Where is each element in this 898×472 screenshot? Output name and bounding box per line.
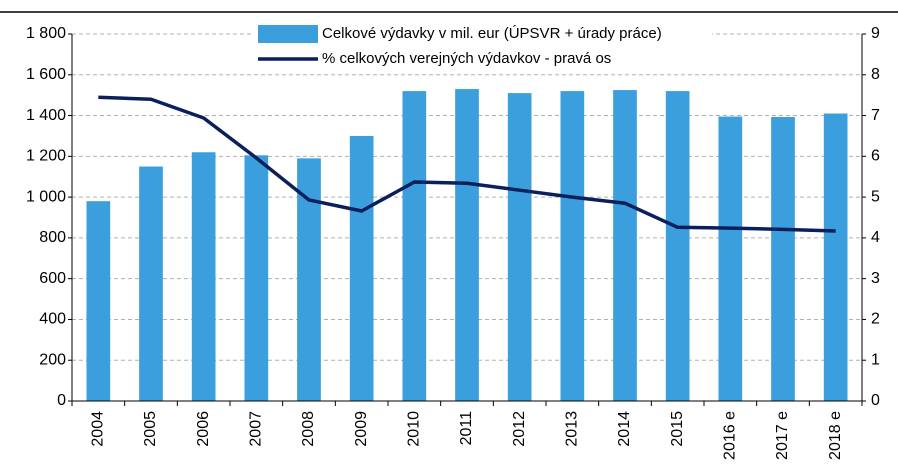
legend-bg (252, 47, 712, 71)
bar (402, 91, 427, 401)
legend-label: Celkové výdavky v mil. eur (ÚPSVR + úrad… (322, 25, 662, 42)
x-tick-label: 2014 (616, 411, 633, 447)
y2-tick-label: 8 (871, 66, 880, 83)
y-tick-label: 600 (39, 270, 66, 287)
x-tick-label: 2018 e (827, 411, 844, 460)
bar (771, 116, 795, 401)
y2-tick-label: 9 (871, 25, 880, 42)
legend-bg (252, 22, 712, 46)
y2-tick-label: 6 (871, 148, 880, 165)
bar (191, 152, 216, 401)
bar (244, 155, 269, 401)
y-tick-label: 0 (57, 392, 66, 409)
bar (349, 135, 374, 401)
y2-tick-label: 2 (871, 311, 880, 328)
x-tick-label: 2013 (564, 411, 581, 447)
x-tick-label: 2017 e (774, 411, 791, 460)
y-tick-label: 400 (39, 311, 66, 328)
bar (718, 116, 743, 401)
bar (665, 91, 690, 401)
legend-swatch (258, 25, 318, 43)
bar (297, 158, 321, 401)
y2-tick-label: 0 (871, 392, 880, 409)
x-tick-label: 2007 (248, 411, 265, 447)
y2-tick-label: 4 (871, 229, 880, 246)
x-tick-label: 2011 (458, 411, 475, 446)
x-tick-label: 2008 (300, 411, 317, 447)
x-tick-label: 2016 e (722, 411, 739, 460)
y-tick-label: 1 400 (26, 107, 66, 124)
legend-label: % celkových verejných výdavkov - pravá o… (322, 50, 611, 67)
bar (139, 166, 163, 401)
x-tick-label: 2009 (353, 411, 370, 447)
y-tick-label: 200 (39, 351, 66, 368)
y2-tick-label: 5 (871, 188, 880, 205)
bar (455, 89, 479, 402)
y-tick-label: 1 600 (26, 66, 66, 83)
x-tick-label: 2005 (142, 411, 159, 447)
x-tick-label: 2004 (90, 411, 107, 447)
bar (507, 93, 532, 401)
x-tick-label: 2006 (195, 411, 212, 447)
y2-tick-label: 1 (871, 351, 880, 368)
line-series (98, 95, 836, 233)
y2-tick-label: 7 (871, 107, 880, 124)
y-tick-label: 1 000 (26, 188, 66, 205)
bar (823, 113, 848, 402)
x-tick-label: 2010 (406, 411, 423, 447)
y-tick-label: 1 200 (26, 148, 66, 165)
x-tick-label: 2015 (669, 411, 686, 447)
bar (86, 201, 111, 401)
y-tick-label: 1 800 (26, 25, 66, 42)
x-tick-label: 2012 (511, 411, 528, 447)
y-tick-label: 800 (39, 229, 66, 246)
bar (560, 91, 585, 401)
y2-tick-label: 3 (871, 270, 880, 287)
bar (613, 90, 637, 401)
